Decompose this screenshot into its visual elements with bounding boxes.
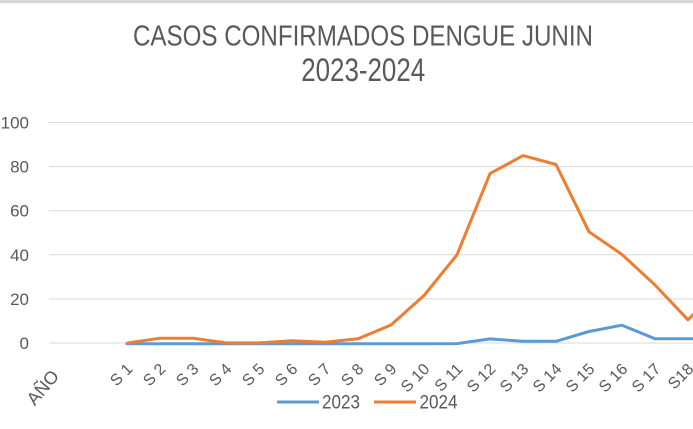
svg-text:2023-2024: 2023-2024 (301, 52, 425, 88)
svg-text:2023: 2023 (322, 393, 360, 414)
svg-text:CASOS CONFIRMADOS DENGUE JUNIN: CASOS CONFIRMADOS DENGUE JUNIN (133, 21, 593, 53)
svg-text:80: 80 (10, 158, 29, 177)
svg-text:20: 20 (10, 290, 29, 309)
svg-text:40: 40 (10, 246, 29, 265)
svg-text:60: 60 (10, 202, 29, 221)
svg-text:0: 0 (20, 334, 29, 353)
svg-text:100: 100 (1, 114, 29, 133)
svg-text:2024: 2024 (420, 393, 458, 414)
